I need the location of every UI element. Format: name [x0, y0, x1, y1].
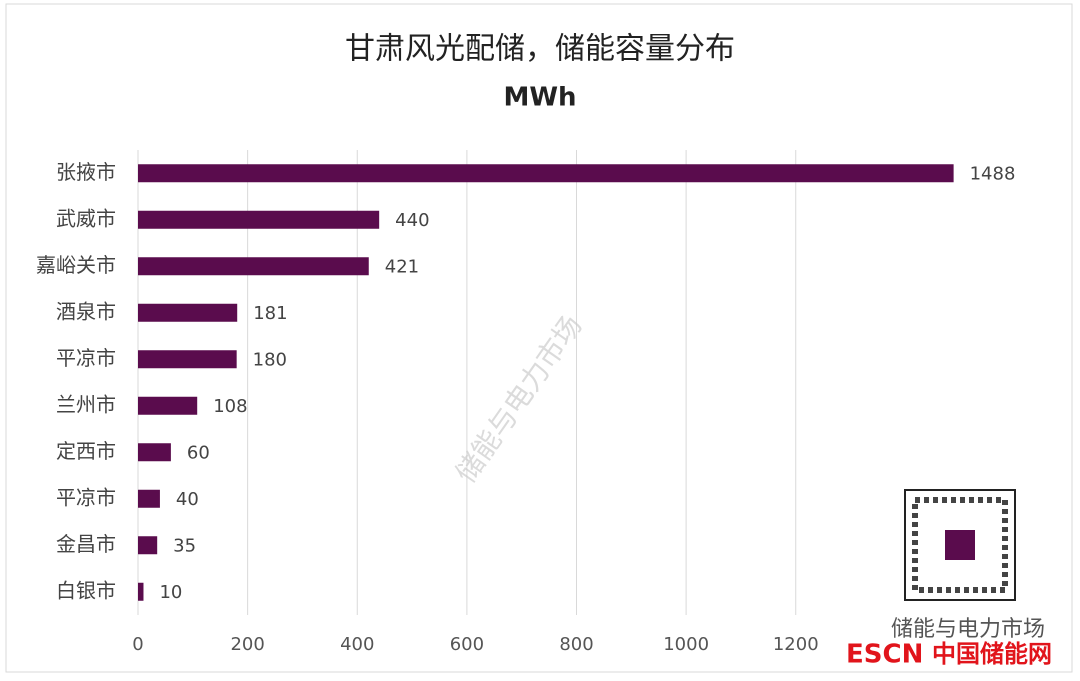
logo-text: 中国储能网 [932, 640, 1052, 668]
x-tick-label: 200 [230, 634, 264, 655]
y-tick-label: 嘉峪关市 [36, 253, 116, 277]
logo-bg [840, 638, 1065, 670]
bar [138, 303, 238, 322]
logo: ESCN [846, 640, 923, 670]
value-label: 108 [213, 396, 247, 417]
y-tick-label: 白银市 [56, 578, 116, 602]
frame [5, 3, 1073, 673]
chart-subtitle: MWh [503, 83, 576, 113]
y-tick-label: 平凉市 [56, 346, 116, 370]
value-label: 1488 [970, 163, 1016, 184]
plot: 0 200 400 600 800 1000 1200 张掖市 1488 武威市 440 嘉峪关市 42… [36, 150, 1015, 655]
x-tick-label: 0 [132, 634, 143, 655]
y-tick-label: 金昌市 [56, 532, 116, 556]
value-label: 440 [395, 210, 429, 231]
qr-pattern [912, 497, 1008, 593]
x-tick-label: 800 [559, 634, 593, 655]
y-tick-label: 酒泉市 [56, 299, 116, 323]
y-tick-label: 平凉市 [56, 485, 116, 509]
bar [138, 164, 954, 183]
bar [138, 350, 237, 369]
bar [138, 489, 160, 508]
qr-logo [945, 530, 975, 560]
bar [138, 257, 369, 276]
y-tick-label: 张掖市 [56, 160, 116, 184]
x-tick-label: 600 [450, 634, 484, 655]
value-label: 10 [159, 582, 182, 603]
x-tick-label: 1000 [663, 634, 709, 655]
y-tick-label: 定西市 [56, 439, 116, 463]
bar [138, 443, 171, 462]
value-label: 40 [176, 489, 199, 510]
bar [138, 536, 158, 555]
bar [138, 210, 380, 229]
value-label: 180 [253, 349, 287, 370]
value-label: 60 [187, 442, 210, 463]
y-tick-label: 兰州市 [56, 392, 116, 416]
value-label: 421 [385, 256, 419, 277]
chart-title: 甘肃风光配储，储能容量分布 [345, 32, 735, 67]
x-tick-label: 1200 [773, 634, 819, 655]
value-label: 181 [253, 303, 287, 324]
value-label: 35 [173, 535, 196, 556]
account-name: 储能与电力市场 [891, 617, 1045, 642]
y-tick-label: 武威市 [56, 206, 116, 230]
x-tick-label: 400 [340, 634, 374, 655]
bar [138, 396, 198, 415]
bar [138, 582, 144, 601]
